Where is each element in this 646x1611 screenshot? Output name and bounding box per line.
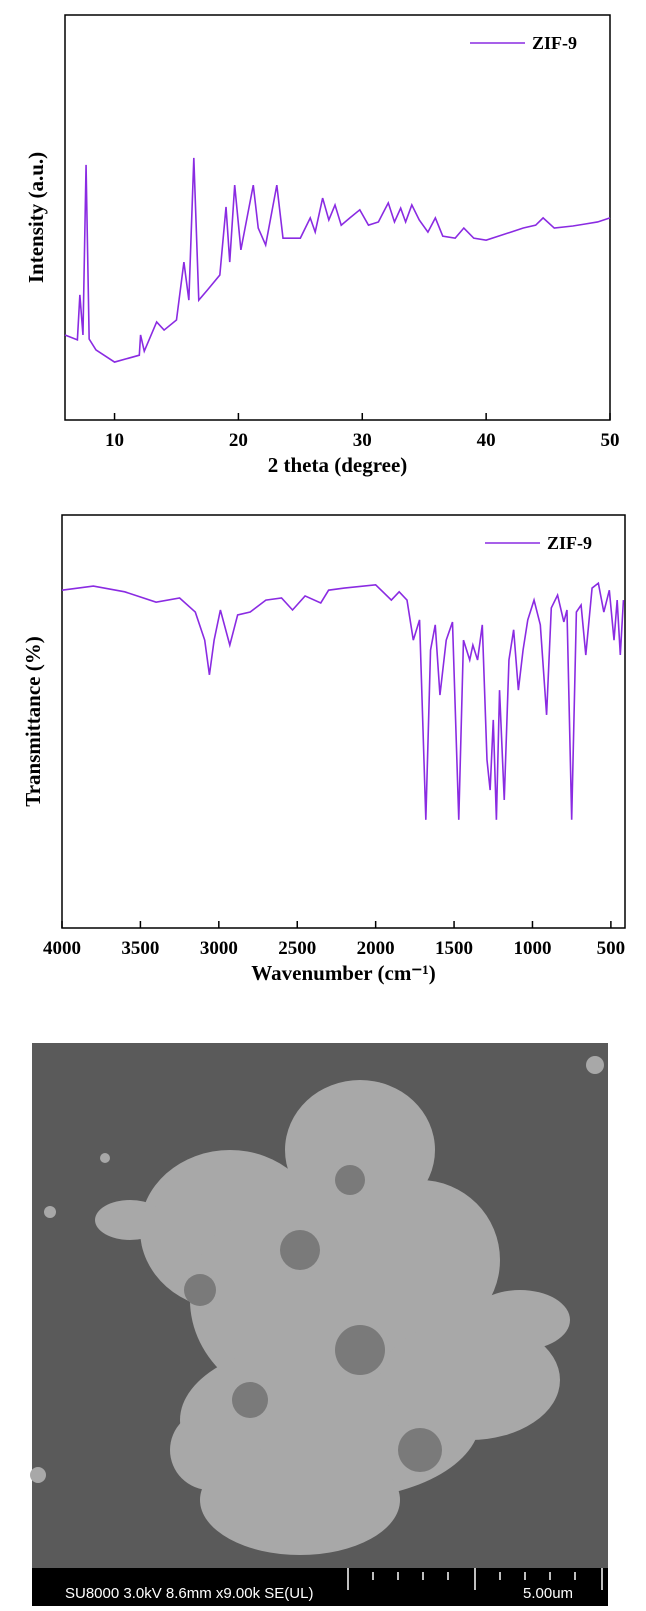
sem-info-bar xyxy=(32,1568,608,1606)
x-tick-label: 10 xyxy=(105,430,124,451)
x-tick-label: 2000 xyxy=(357,938,395,959)
plot-frame xyxy=(64,14,611,421)
x-axis-label: 2 theta (degree) xyxy=(268,453,408,477)
sem-info: SU8000 3.0kV 8.6mm x9.00k SE(UL) xyxy=(65,1585,313,1602)
sem-texture xyxy=(184,1165,442,1472)
x-axis-label: Wavenumber (cm⁻¹) xyxy=(251,961,435,985)
x-tick-label: 40 xyxy=(477,430,496,451)
x-tick-label: 1000 xyxy=(513,938,551,959)
y-axis-label: Transmittance (%) xyxy=(21,636,45,807)
sem-image: SU8000 3.0kV 8.6mm x9.00k SE(UL) 5.00um xyxy=(30,1043,608,1606)
data-line xyxy=(64,157,611,363)
y-axis-label: Intensity (a.u.) xyxy=(24,152,48,283)
sem-scale: 5.00um xyxy=(523,1585,573,1602)
plot-frame xyxy=(61,514,626,929)
x-tick-label: 3000 xyxy=(200,938,238,959)
x-tick-label: 50 xyxy=(601,430,620,451)
x-tick-label: 20 xyxy=(229,430,248,451)
x-tick-label: 30 xyxy=(353,430,372,451)
legend-label: ZIF-9 xyxy=(532,33,577,53)
x-tick-label: 4000 xyxy=(43,938,81,959)
legend-label: ZIF-9 xyxy=(547,533,592,553)
x-tick-label: 500 xyxy=(597,938,626,959)
x-tick-label: 3500 xyxy=(121,938,159,959)
data-line xyxy=(61,581,625,820)
x-tick-label: 1500 xyxy=(435,938,473,959)
sem-scale-bar xyxy=(347,1568,603,1590)
x-tick-label: 2500 xyxy=(278,938,316,959)
